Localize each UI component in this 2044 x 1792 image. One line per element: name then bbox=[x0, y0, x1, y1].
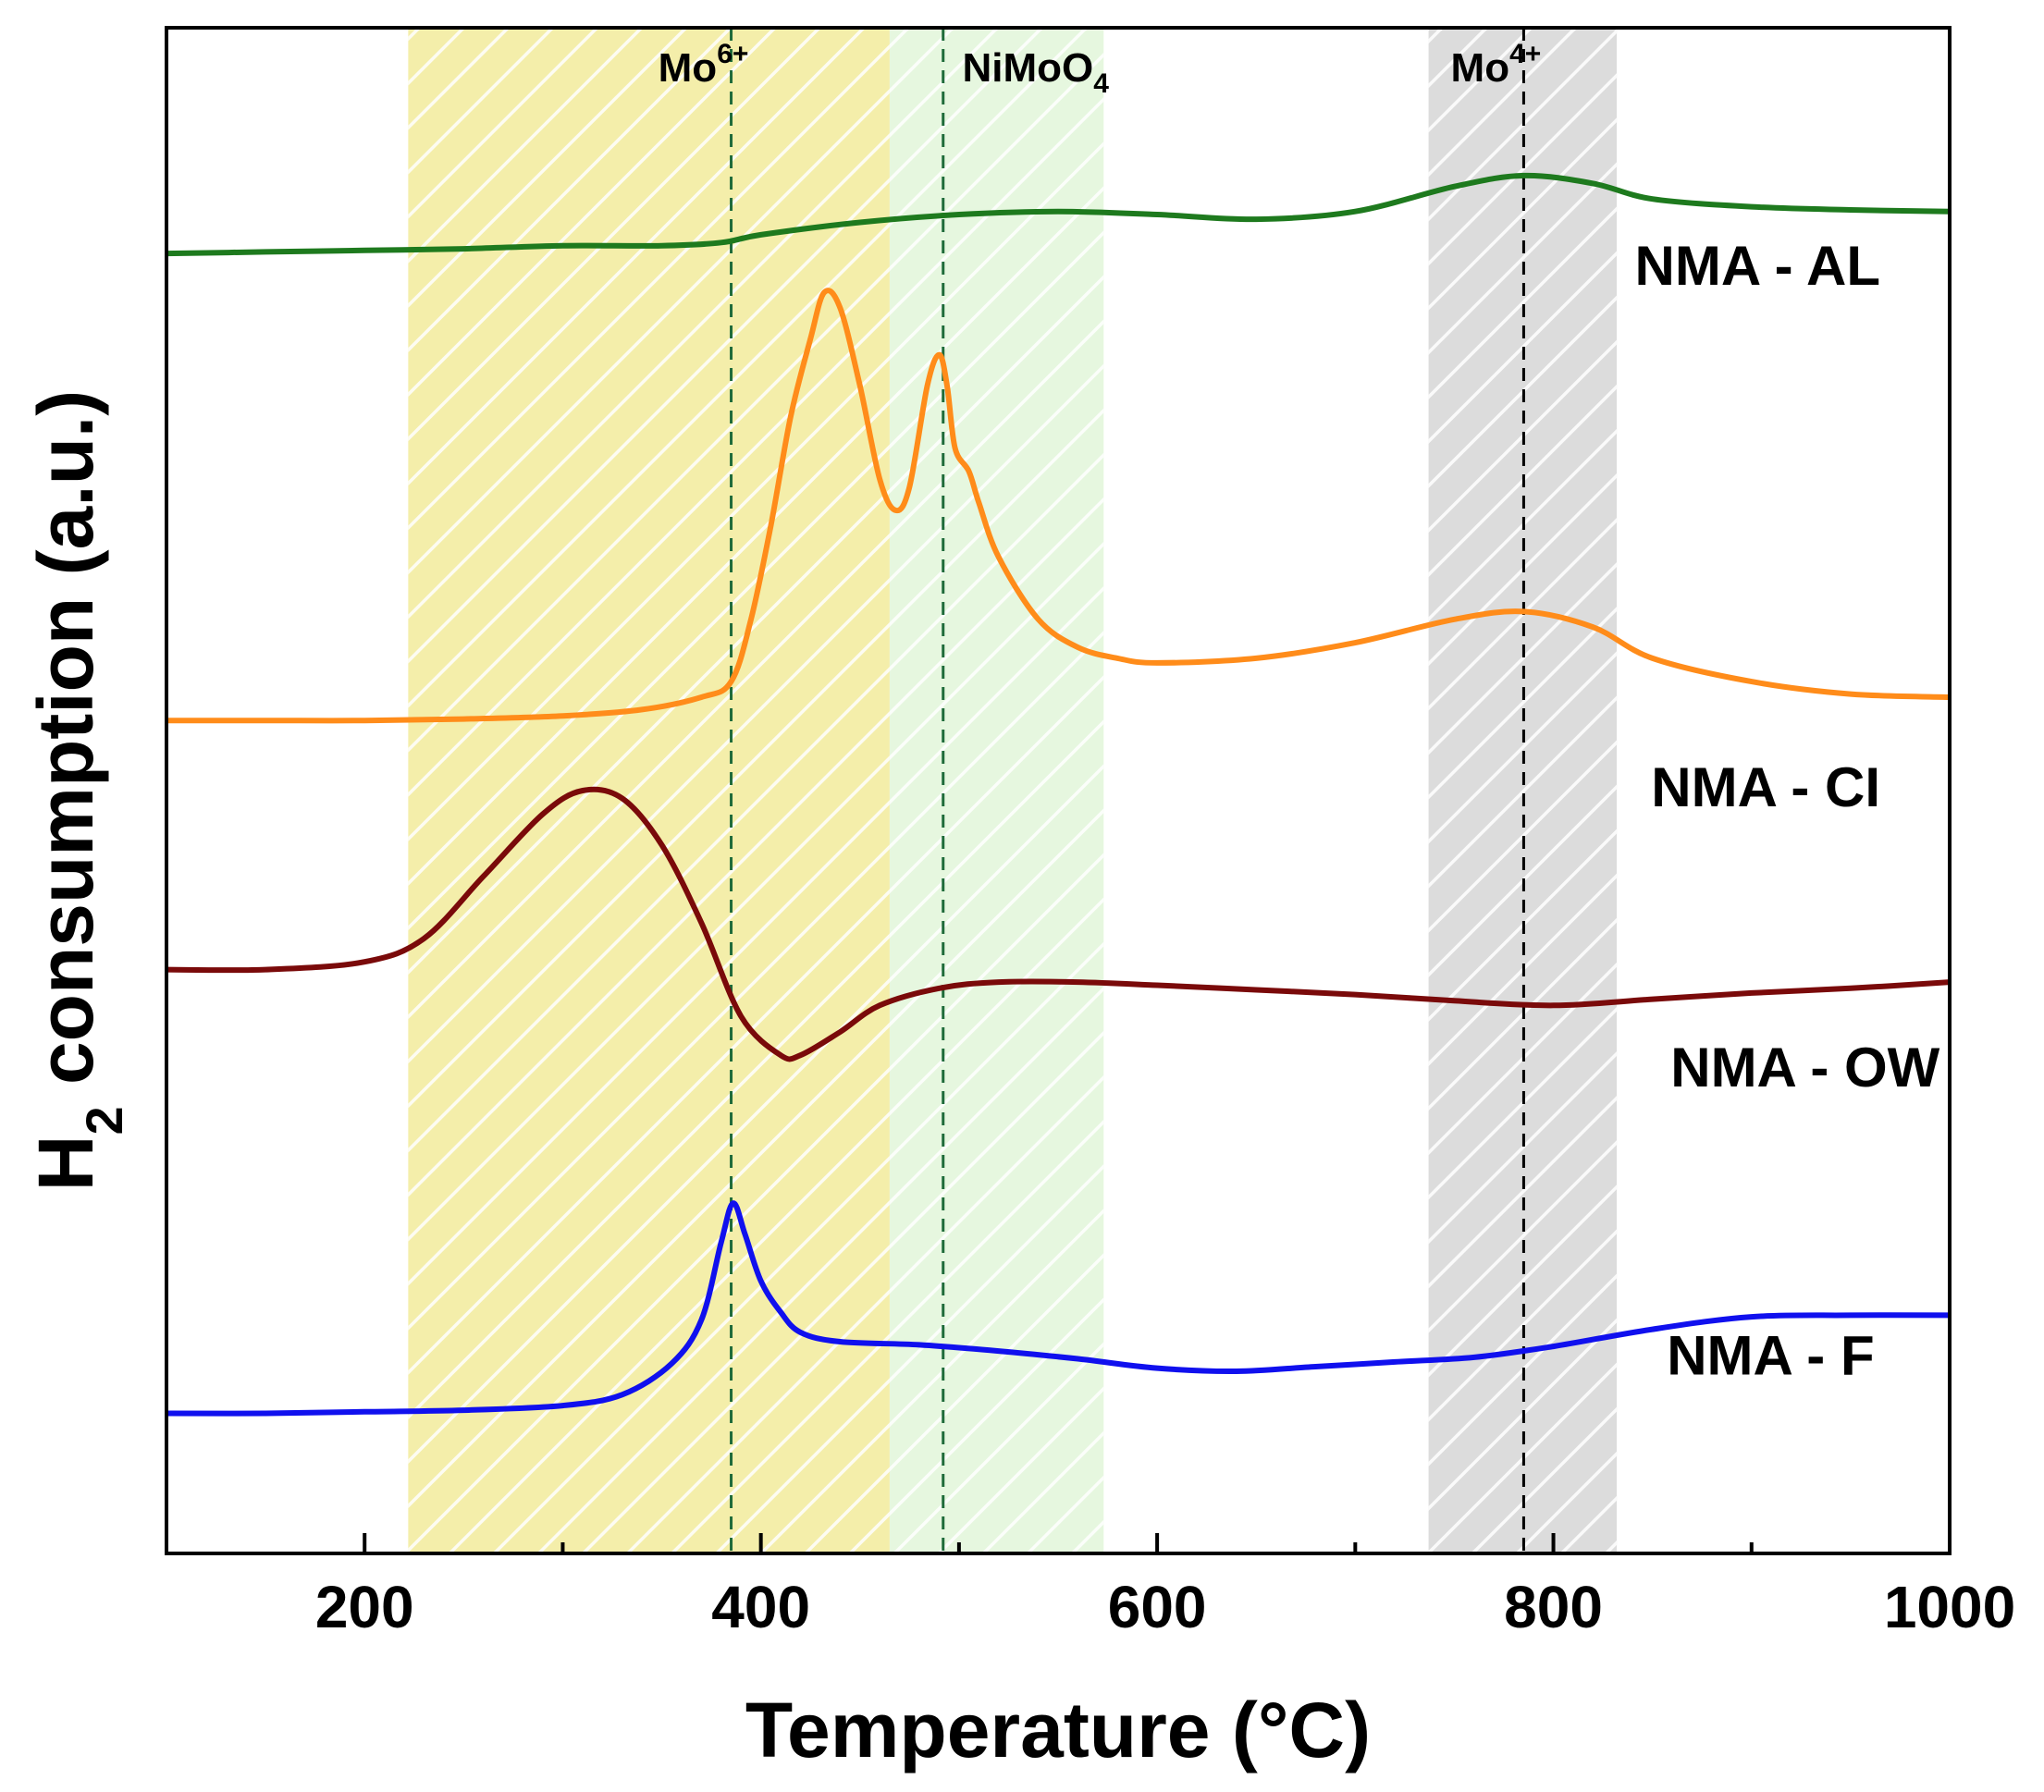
series-label-nma-ow: NMA - OW bbox=[1670, 1037, 1939, 1099]
region-label-sup-mo6: 6+ bbox=[717, 39, 748, 69]
series-line-nma-f bbox=[166, 1200, 1950, 1417]
series-line-nma-ci bbox=[166, 288, 1950, 724]
x-tick-label-600: 600 bbox=[1108, 1574, 1207, 1640]
series-lines bbox=[166, 172, 1950, 1417]
region-label-base-mo4: Mo bbox=[1451, 45, 1510, 91]
highlight-regions bbox=[408, 28, 1618, 1553]
x-tick-label-1000: 1000 bbox=[1884, 1574, 2015, 1640]
region-label-sub-nimoo4: 4 bbox=[1093, 68, 1109, 99]
y-axis-title-subscript: 2 bbox=[75, 1106, 133, 1135]
x-tick-label-400: 400 bbox=[711, 1574, 810, 1640]
x-tick-label-800: 800 bbox=[1504, 1574, 1603, 1640]
region-label-base-nimoo4: NiMoO bbox=[963, 45, 1094, 91]
reference-lines: Mo6+ NiMoO4 Mo4+ bbox=[659, 28, 1542, 1553]
series-label-nma-ci: NMA - CI bbox=[1651, 756, 1880, 818]
region-hatch-mo6 bbox=[408, 28, 890, 1553]
x-axis-ticks: 200 400 600 800 1000 bbox=[315, 1533, 2015, 1640]
x-axis-title: Temperature (°C) bbox=[745, 1687, 1371, 1774]
region-label-sup-mo4: 4+ bbox=[1509, 39, 1541, 69]
x-tick-label-200: 200 bbox=[315, 1574, 414, 1640]
region-label-mo6: Mo6+ bbox=[659, 39, 749, 91]
plot-frame bbox=[165, 26, 1952, 1555]
region-label-base-mo6: Mo bbox=[659, 45, 718, 91]
region-hatch-mo4 bbox=[1428, 28, 1618, 1553]
series-label-nma-al: NMA - AL bbox=[1635, 235, 1881, 297]
region-label-mo4: Mo4+ bbox=[1451, 39, 1542, 91]
series-labels: NMA - AL NMA - CI NMA - OW NMA - F bbox=[1635, 235, 1940, 1387]
series-line-nma-ow bbox=[166, 786, 1950, 1062]
region-hatch-nimoo4 bbox=[889, 28, 1104, 1553]
series-line-nma-al bbox=[166, 172, 1950, 257]
y-axis-title-main: H bbox=[22, 1135, 109, 1192]
region-label-nimoo4: NiMoO4 bbox=[963, 45, 1110, 99]
y-axis-title: H2 consumption (a.u.) bbox=[22, 390, 133, 1191]
series-label-nma-f: NMA - F bbox=[1667, 1324, 1874, 1386]
y-axis-title-rest: consumption (a.u.) bbox=[22, 390, 109, 1107]
